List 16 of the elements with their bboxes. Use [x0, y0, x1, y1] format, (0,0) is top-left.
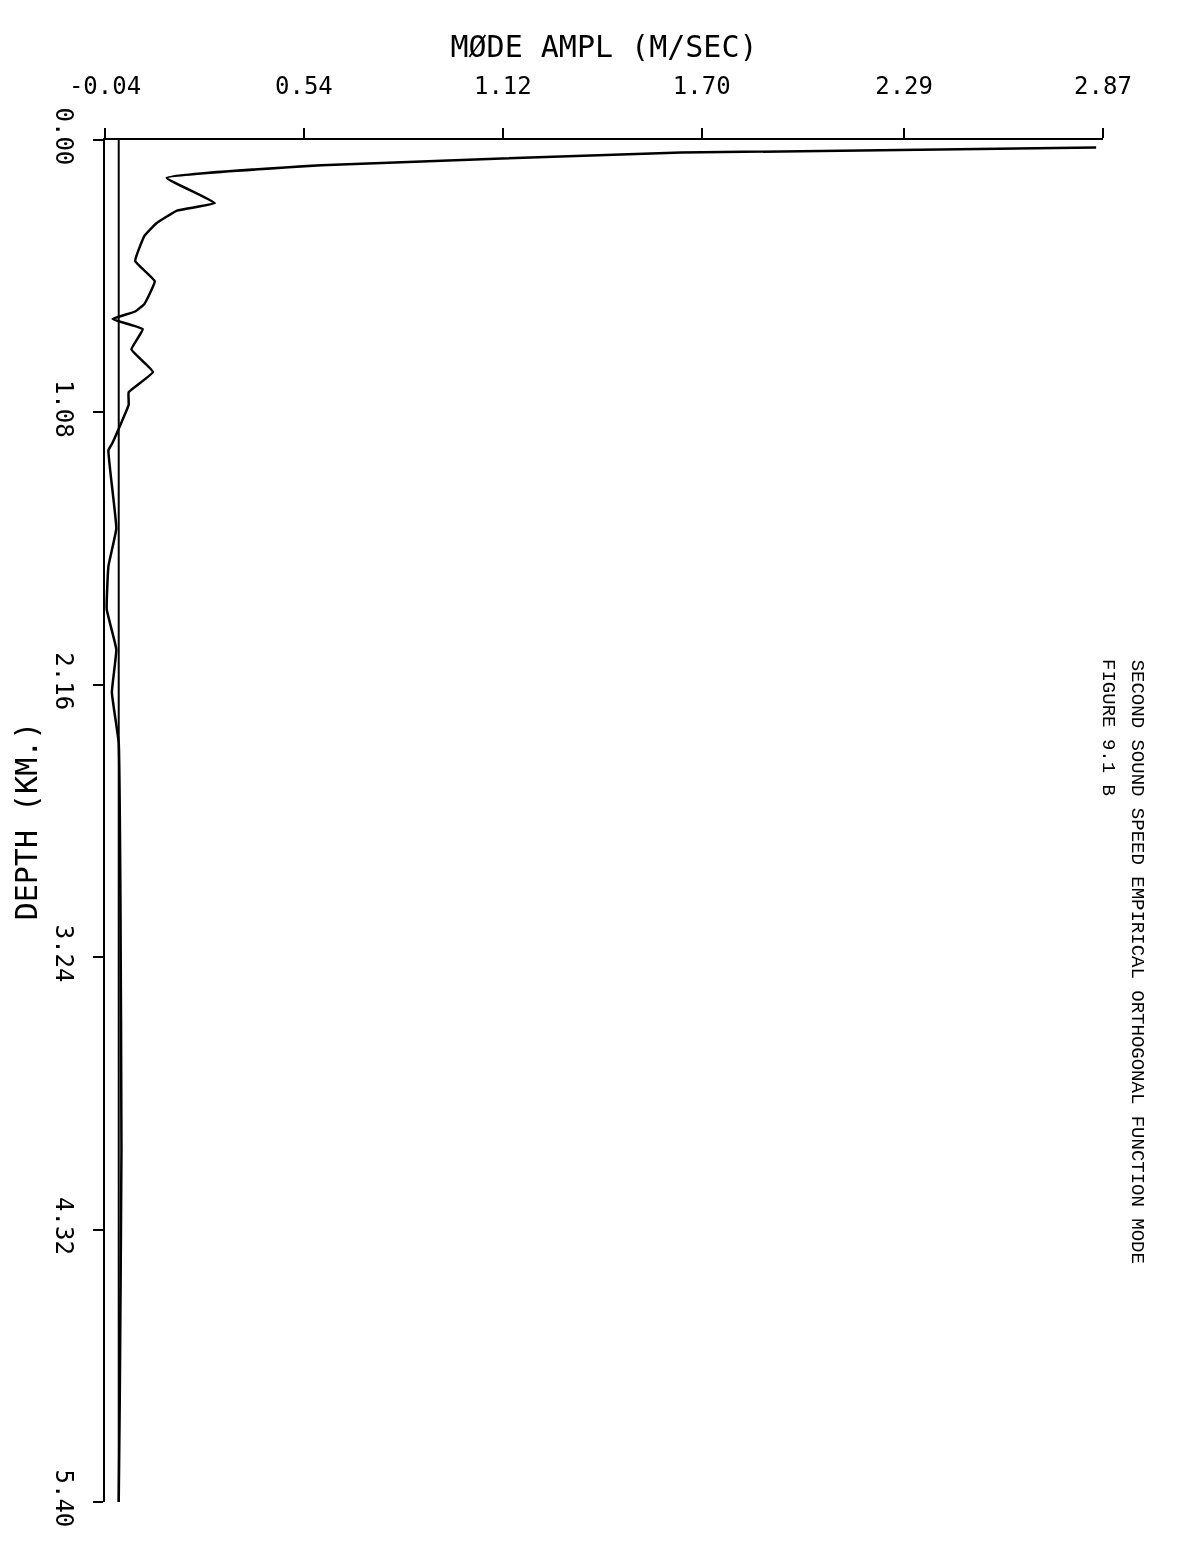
text: SECOND SOUND SPEED EMPIRICAL ORTHOGONAL FUNCTION MODE — [1126, 659, 1149, 1264]
annotation: FIGURE 9.1 B — [1097, 659, 1120, 796]
x-tick-label: 1.70 — [672, 72, 731, 101]
x-axis-title: MØDE AMPL (M/SEC) — [450, 28, 758, 64]
y-tick-label: 2.16 — [50, 652, 79, 711]
x-tick-label: 0.54 — [275, 72, 333, 101]
y-tick-label: 4.32 — [50, 1197, 79, 1255]
x-tick-label: 2.29 — [875, 72, 933, 101]
y-tick-label: 5.40 — [50, 1469, 79, 1528]
x-tick-label: -0.04 — [68, 72, 142, 101]
y-axis-title: DEPTH (KM.) — [8, 721, 44, 921]
x-tick-label: 2.87 — [1074, 72, 1132, 101]
y-tick-label: 1.08 — [50, 379, 79, 438]
y-tick-label: 0.00 — [50, 107, 79, 166]
x-tick-label: 1.12 — [473, 72, 532, 101]
y-tick-label: 3.24 — [50, 924, 79, 983]
